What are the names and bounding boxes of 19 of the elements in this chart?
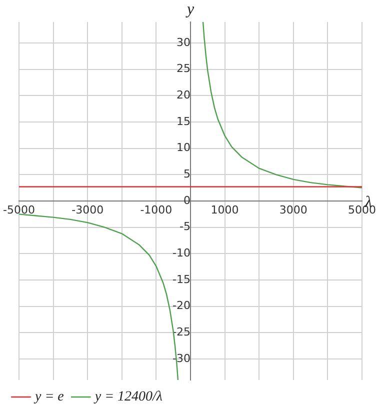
x-tick-label: -5000 xyxy=(2,203,35,216)
y-tick-label: -15 xyxy=(172,272,190,286)
y-tick-label: -25 xyxy=(172,325,190,338)
x-tick-label: 3000 xyxy=(279,203,308,216)
y-tick-label: 20 xyxy=(176,88,190,102)
y-tick-label: 25 xyxy=(176,62,190,76)
y-axis-title: y xyxy=(184,1,195,18)
y-tick-label: -20 xyxy=(172,299,190,312)
x-tick-label: -3000 xyxy=(72,203,104,216)
y-tick-label: 10 xyxy=(176,141,190,154)
y-tick-label: 15 xyxy=(176,114,190,128)
x-tick-label: -1000 xyxy=(140,203,172,216)
y-tick-label: -5 xyxy=(180,220,190,234)
y-tick-label: 30 xyxy=(176,36,190,49)
x-tick-label: 1000 xyxy=(210,203,239,216)
y-tick-label: 5 xyxy=(183,168,190,181)
legend-label: y = 12400/λ xyxy=(92,390,162,405)
y-tick-label: -10 xyxy=(172,246,190,260)
legend-label: y = e xyxy=(33,390,64,405)
